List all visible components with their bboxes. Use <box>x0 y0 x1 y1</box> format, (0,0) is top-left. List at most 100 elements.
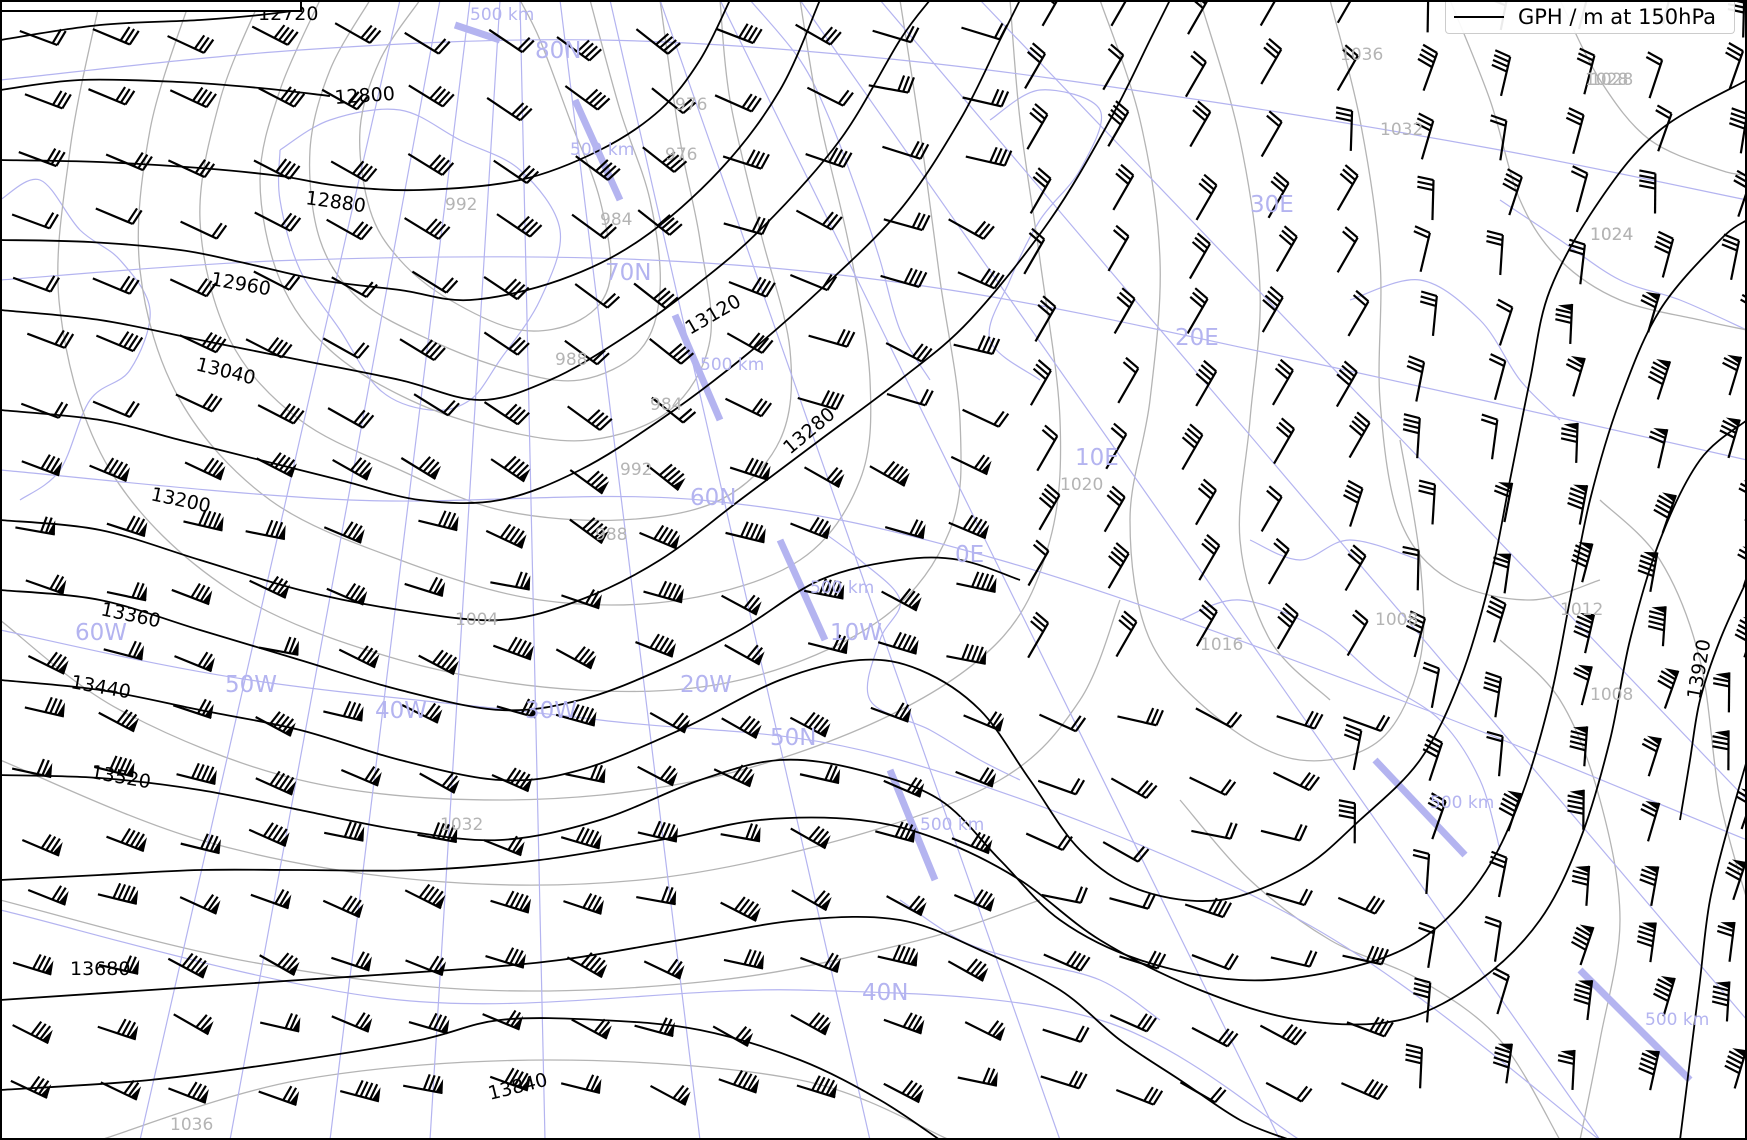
wind-barb-icon <box>1259 1024 1307 1046</box>
wind-barb-icon <box>1641 735 1662 777</box>
wind-barb-icon <box>404 217 451 240</box>
wind-barb-icon <box>1655 104 1673 152</box>
wind-barb-icon <box>1260 823 1308 842</box>
pressure-isobar <box>57 0 962 693</box>
gph-contour-label: 13840 <box>486 1069 550 1105</box>
wind-barb-icon <box>1729 107 1747 154</box>
wind-barb-icon <box>808 328 856 348</box>
wind-barb-icon <box>401 702 443 724</box>
wind-barb-icon <box>1261 285 1284 333</box>
gph-contour <box>0 556 1021 712</box>
wind-barb-icon <box>807 634 849 655</box>
wind-barb-icon <box>1640 800 1661 842</box>
wind-barb-icon <box>255 711 296 737</box>
wind-barb-icon <box>1191 822 1238 840</box>
wind-barb-icon <box>1734 616 1747 658</box>
wind-barb-icon <box>713 764 755 788</box>
wind-barb-icon <box>1405 610 1427 658</box>
scale-label: 500 km <box>920 815 984 835</box>
wind-barb-icon <box>331 276 378 298</box>
wind-barb-icon <box>948 514 990 540</box>
wind-barb-icon <box>1724 1048 1747 1089</box>
pressure-label: 1024 <box>1590 225 1633 245</box>
wind-barb-icon <box>1498 790 1523 832</box>
wind-barb-icon <box>184 457 226 481</box>
wind-barb-icon <box>795 209 843 231</box>
gph-contour <box>1679 579 1747 821</box>
wind-barb-icon <box>1109 892 1157 910</box>
wind-barb-icon <box>1402 545 1420 591</box>
wind-barb-icon <box>1109 1013 1157 1033</box>
wind-barb-icon <box>1340 1079 1389 1101</box>
wind-barb-icon <box>256 452 297 478</box>
wind-barb-icon <box>723 948 765 970</box>
graticule-label: 50N <box>770 725 816 751</box>
wind-barb-icon <box>1191 1026 1239 1048</box>
scale-label: 500 km <box>810 578 874 598</box>
wind-barb-icon <box>489 1067 531 1092</box>
scale-bar <box>1577 967 1693 1083</box>
wind-barb-icon <box>486 97 533 122</box>
pressure-label: 984 <box>600 210 632 230</box>
wind-barb-icon <box>1195 599 1218 647</box>
wind-barb-icon <box>555 646 597 670</box>
wind-barb-icon <box>947 958 989 982</box>
wind-barb-icon <box>106 582 148 602</box>
scale-label: 500 km <box>700 355 764 375</box>
wind-barb-icon <box>789 273 838 292</box>
wind-barb-icon <box>1417 43 1439 92</box>
wind-barb-icon <box>950 454 992 476</box>
wind-barb-icon <box>1648 428 1669 469</box>
wind-barb-icon <box>493 159 540 184</box>
wind-barb-icon <box>1195 359 1218 407</box>
wind-barb-icon <box>1573 664 1593 706</box>
wind-barb-icon <box>1712 730 1730 771</box>
wind-barb-icon <box>1342 714 1391 733</box>
wind-barb-icon <box>1412 848 1431 894</box>
wind-barb-icon <box>1640 291 1661 333</box>
graticule-label: 30W <box>525 698 577 724</box>
wind-barb-icon <box>25 574 67 595</box>
wind-barb-icon <box>639 524 680 550</box>
wind-barb-icon <box>1037 777 1086 796</box>
wind-barb-icon <box>1565 107 1585 155</box>
wind-barb-icon <box>1027 611 1050 659</box>
wind-barb-icon <box>1343 723 1363 771</box>
gph-contour <box>0 0 1021 505</box>
wind-barb-icon <box>103 640 145 661</box>
graticule-label: 50W <box>225 672 277 698</box>
wind-barb-icon <box>1115 1086 1164 1106</box>
wind-barb-icon <box>1271 358 1294 406</box>
wind-barb-icon <box>1041 0 1064 27</box>
wind-barb-icon <box>1484 915 1502 962</box>
wind-barb-icon <box>259 952 300 976</box>
wind-barb-icon <box>417 822 458 844</box>
gph-contour <box>0 0 931 401</box>
wind-barb-icon <box>800 952 841 974</box>
gph-contour <box>1679 759 1747 1140</box>
wind-barb-icon <box>805 147 853 169</box>
wind-barb-icon <box>1027 539 1050 587</box>
wind-barb-icon <box>795 23 842 46</box>
coastline <box>819 529 1021 781</box>
wind-barb-icon <box>729 457 771 481</box>
wind-barb-icon <box>15 516 56 536</box>
wind-barb-icon <box>407 153 455 176</box>
wind-barb-icon <box>790 825 831 850</box>
pressure-label: 1032 <box>1380 120 1423 140</box>
wind-barb-icon <box>12 953 54 976</box>
wind-barb-icon <box>334 22 382 44</box>
wind-barb-icon <box>490 455 531 483</box>
wind-barb-icon <box>1189 776 1237 796</box>
wind-barb-icon <box>1721 233 1741 281</box>
wind-barb-icon <box>254 211 302 232</box>
wind-barb-icon <box>1198 534 1221 581</box>
coastline <box>277 108 562 411</box>
wind-barb-icon <box>797 389 845 411</box>
scale-label: 500 km <box>1645 1010 1709 1030</box>
wind-barb-icon <box>722 149 770 170</box>
graticule-label: 20E <box>1175 325 1219 351</box>
wind-barb-icon <box>1344 544 1367 592</box>
wind-barb-icon <box>1043 950 1091 972</box>
wind-barb-icon <box>1107 100 1130 147</box>
